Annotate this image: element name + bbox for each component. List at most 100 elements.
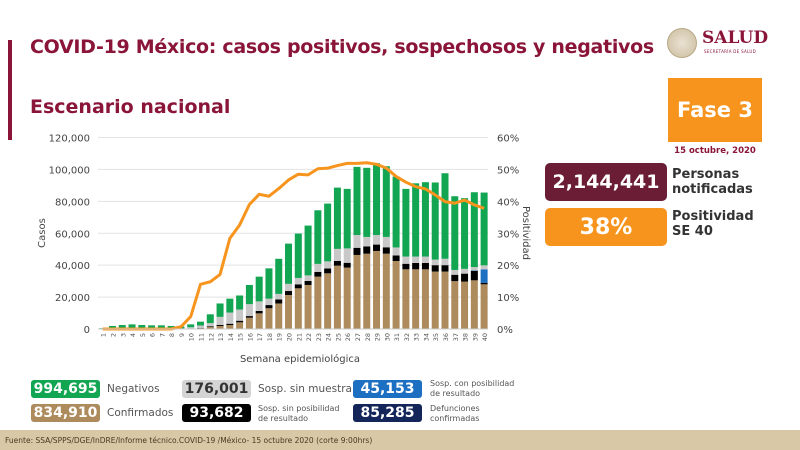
x-tick-label: 1 <box>100 333 108 337</box>
bar-segment-sosp-sin-muestra <box>206 323 214 327</box>
bar-segment-negativos <box>363 167 371 237</box>
kpi-label-line: SE 40 <box>672 224 713 239</box>
bar-segment-negativos <box>441 173 449 259</box>
bars <box>99 163 488 329</box>
kpi-label-line: Positividad <box>672 209 754 224</box>
bar-segment-sosp-sin-muestra <box>236 309 244 321</box>
bar-segment-negativos <box>470 192 478 268</box>
x-tick-label: 32 <box>403 333 411 341</box>
x-tick-label: 12 <box>207 333 215 341</box>
accent-stripe <box>8 40 12 140</box>
bar-segment-negativos <box>255 276 263 302</box>
x-tick-label: 29 <box>374 333 382 341</box>
bar-segment-sosp-sin-muestra <box>304 275 312 281</box>
legend-no-sample-value: 176,001 <box>182 380 251 398</box>
bar-segment-sosp-sin-muestra <box>343 248 351 263</box>
y2-tick-label: 0% <box>497 325 513 336</box>
bar-segment-sosp-sin-posibilidad-de-resultado <box>343 262 351 268</box>
bar-segment-sosp-sin-muestra <box>265 298 273 306</box>
bar-segment-confirmados <box>255 313 263 329</box>
x-tick-label: 21 <box>295 333 303 341</box>
bar-segment-negativos <box>187 324 195 328</box>
bar-segment-sosp-sin-muestra <box>392 247 400 256</box>
bar-segment-sosp-sin-muestra <box>275 293 283 300</box>
bar-segment-negativos <box>294 233 302 278</box>
x-tick-label: 31 <box>393 333 401 341</box>
kpi-label-line: Personas <box>672 167 740 182</box>
logo-name: SALUD <box>702 28 769 48</box>
bar-segment-sosp-sin-muestra <box>431 259 439 266</box>
bar-segment-confirmados <box>451 281 459 329</box>
legend-with-possibility-value: 45,153 <box>353 380 422 398</box>
bar-segment-confirmados <box>314 276 322 329</box>
bar-segment-sosp-sin-muestra <box>373 235 381 245</box>
bar-segment-confirmados <box>373 250 381 329</box>
bar-segment-negativos <box>167 325 175 329</box>
bar-segment-confirmados <box>382 253 390 329</box>
legend-no-sample-label: Sosp. sin muestra <box>258 383 352 395</box>
bar-segment-negativos <box>353 166 361 236</box>
bar-segment-sosp-sin-posibilidad-de-resultado <box>236 320 244 323</box>
bar-segment-sosp-sin-posibilidad-de-resultado <box>294 284 302 289</box>
bar-segment-negativos <box>226 298 234 313</box>
bar-segment-confirmados <box>285 295 293 329</box>
bar-segment-negativos <box>480 192 488 266</box>
bar-segment-negativos <box>373 163 381 236</box>
bar-segment-negativos <box>461 198 469 269</box>
y2-tick-label: 50% <box>497 165 519 176</box>
x-tick-label: 35 <box>432 333 440 341</box>
bar-segment-negativos <box>324 203 332 262</box>
bar-segment-sosp-sin-posibilidad-de-resultado <box>285 291 293 296</box>
source-footer: Fuente: SSA/SPPS/DGE/InDRE/Informe técni… <box>0 430 800 450</box>
bar-segment-confirmados <box>226 325 234 329</box>
kpi-notified-value: 2,144,441 <box>545 163 667 201</box>
bar-segment-sosp-sin-muestra <box>402 256 410 264</box>
salud-logo: SALUD SECRETARÍA DE SALUD <box>667 26 769 60</box>
bar-segment-confirmados <box>343 267 351 329</box>
x-tick-label: 15 <box>237 333 245 341</box>
bar-segment-sosp-con-posibilidad-de-resultado <box>480 269 488 283</box>
bar-segment-sosp-sin-muestra <box>245 304 253 317</box>
bar-segment-negativos <box>265 268 273 299</box>
legend-label-line: Defunciones <box>430 404 480 413</box>
legend-negatives-label: Negativos <box>107 383 160 395</box>
bar-segment-confirmados <box>402 269 410 329</box>
bar-segment-sosp-sin-posibilidad-de-resultado <box>226 323 234 326</box>
bar-segment-negativos <box>431 182 439 260</box>
bar-segment-confirmados <box>304 284 312 329</box>
y-tick-label: 60,000 <box>55 229 90 240</box>
bar-segment-sosp-sin-muestra <box>285 283 293 292</box>
legend-label-line: Sosp. con posibilidad <box>430 379 515 388</box>
y2-tick-label: 10% <box>497 293 519 304</box>
bar-segment-sosp-sin-muestra <box>412 256 420 263</box>
bar-segment-confirmados <box>265 308 273 329</box>
y2-tick-label: 20% <box>497 261 519 272</box>
bar-segment-sosp-sin-muestra <box>255 301 263 311</box>
legend-confirmed-label: Confirmados <box>107 407 174 419</box>
x-tick-label: 4 <box>129 333 137 337</box>
kpi-label-line: notificadas <box>672 182 753 197</box>
bar-segment-confirmados <box>216 325 224 329</box>
y2-tick-label: 30% <box>497 229 519 240</box>
x-tick-label: 28 <box>364 333 372 341</box>
bar-segment-negativos <box>451 196 459 270</box>
stacked-bar-chart: 0 0% 20,000 10% 40,000 20% 60,000 30% 80,000 40% 1… <box>37 134 531 366</box>
y2-tick-label: 60% <box>497 134 519 145</box>
bar-segment-confirmados <box>245 317 253 329</box>
bar-segment-sosp-sin-muestra <box>324 261 332 269</box>
bar-segment-negativos <box>206 314 214 324</box>
bar-segment-negativos <box>402 188 410 257</box>
bar-segment-sosp-sin-muestra <box>461 268 469 274</box>
bar-segment-sosp-sin-posibilidad-de-resultado <box>216 324 224 326</box>
bar-segment-sosp-sin-posibilidad-de-resultado <box>382 247 390 254</box>
x-tick-label: 33 <box>413 333 421 341</box>
bar-segment-sosp-sin-posibilidad-de-resultado <box>441 265 449 272</box>
legend-label-line: Sosp. sin posibilidad <box>258 404 340 413</box>
x-tick-label: 13 <box>217 333 225 341</box>
legend-label-line: de resultado <box>258 414 309 423</box>
y-tick-label: 120,000 <box>49 134 90 145</box>
y2-tick-label: 40% <box>497 197 519 208</box>
x-tick-label: 6 <box>149 333 157 337</box>
x-tick-label: 10 <box>188 333 196 341</box>
bar-segment-confirmados <box>421 269 429 329</box>
